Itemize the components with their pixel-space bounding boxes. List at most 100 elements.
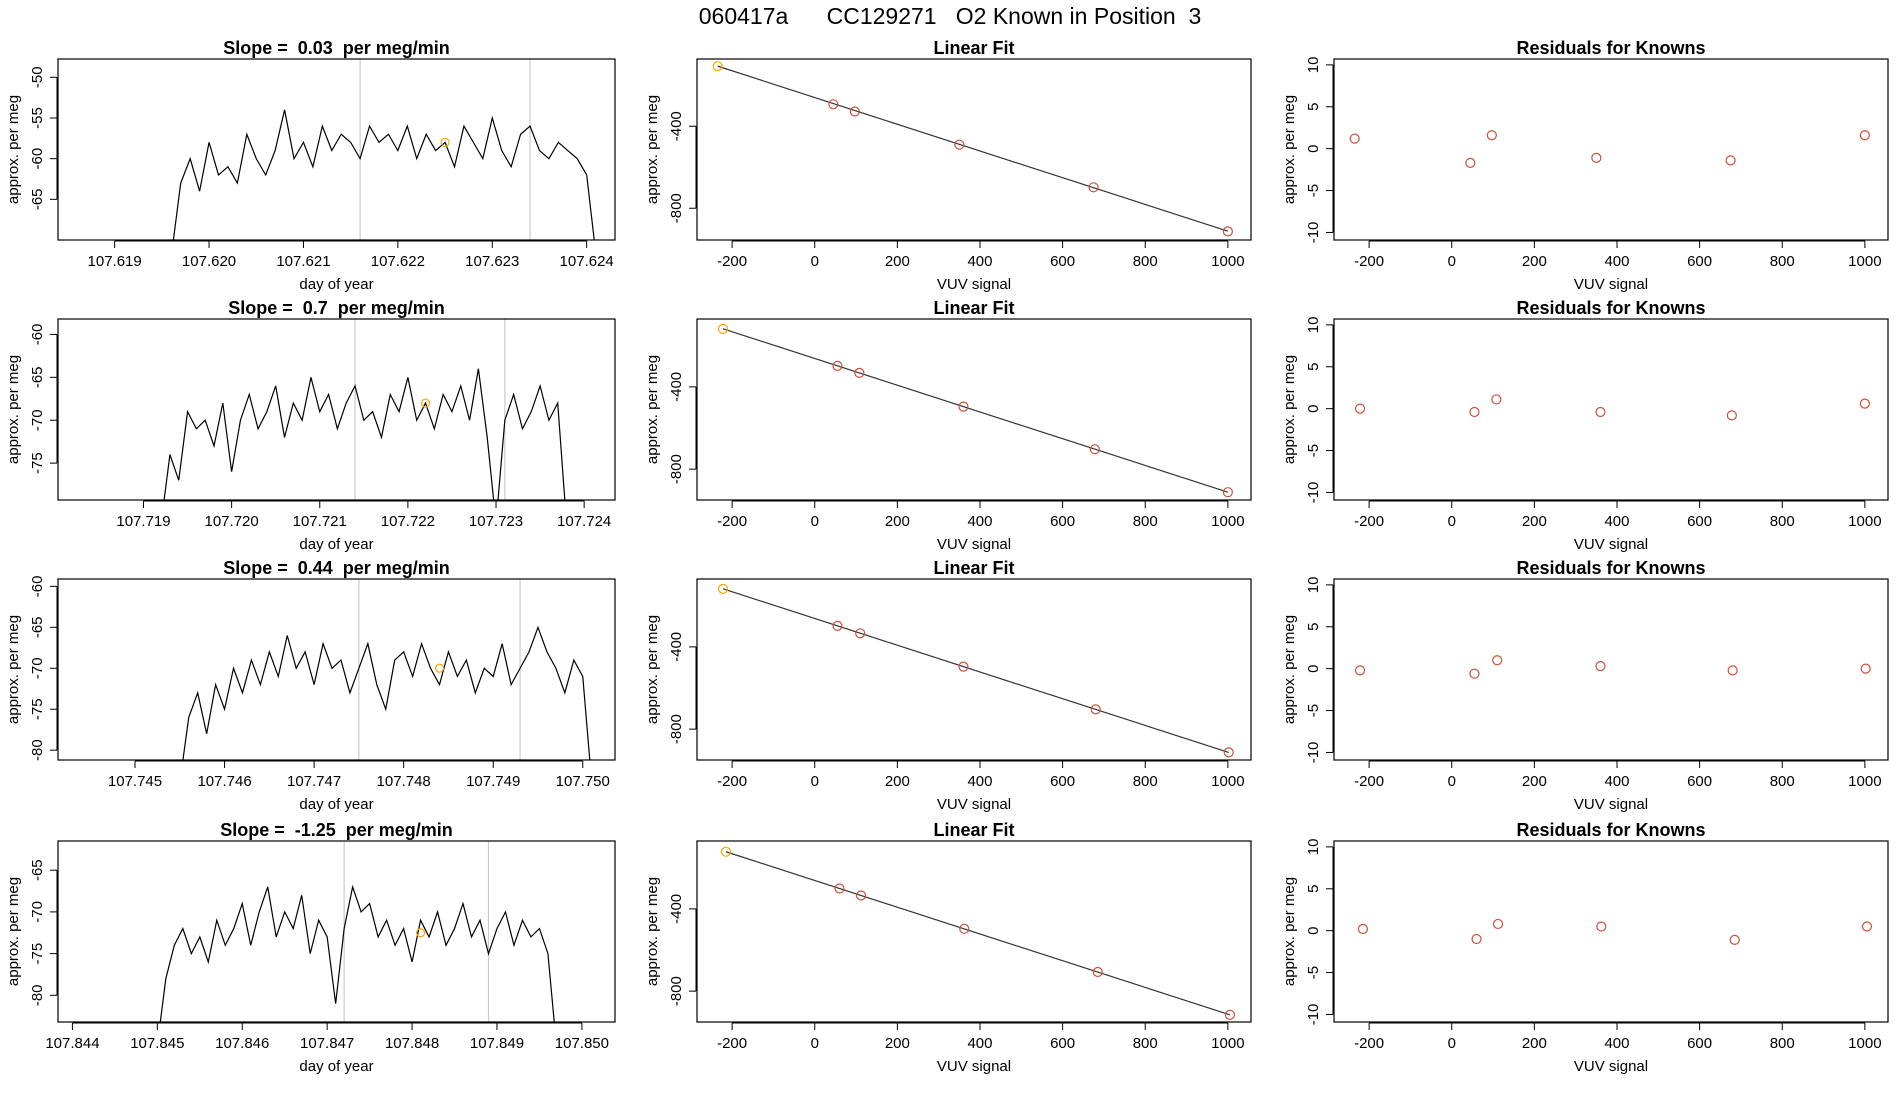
y-tick-label: 5 <box>1305 363 1322 371</box>
plot-frame <box>1333 318 1889 501</box>
point <box>1860 663 1871 674</box>
plot-frame <box>57 840 616 1023</box>
x-tick-label: 800 <box>1133 513 1158 530</box>
x-tick-label: 107.847 <box>300 1035 354 1052</box>
y-tick-label: -800 <box>668 714 685 744</box>
y-tick-label: 10 <box>1305 839 1322 856</box>
point <box>1090 704 1101 715</box>
point <box>1725 155 1736 166</box>
y-tick-label: -80 <box>29 739 46 761</box>
panel-title: Residuals for Knowns <box>1516 38 1705 58</box>
panel: Linear Fit VUV signal approx. per meg -200 0… <box>644 820 1252 1075</box>
x-axis-label: VUV signal <box>937 1058 1011 1075</box>
x-tick-label: 107.844 <box>45 1035 99 1052</box>
x-tick-label: 1000 <box>1848 253 1881 270</box>
y-tick-label: -65 <box>29 616 46 638</box>
panel: Residuals for Knowns VUV signal approx. pe… <box>1281 38 1889 293</box>
point <box>1596 921 1607 932</box>
point <box>1591 152 1602 163</box>
point <box>1492 655 1503 666</box>
point <box>954 139 965 150</box>
fit-line <box>722 328 1229 493</box>
x-tick-label: 107.620 <box>182 253 236 270</box>
y-tick-label: -60 <box>29 324 46 346</box>
plot-area <box>1354 394 1870 421</box>
x-tick-label: 107.621 <box>276 253 330 270</box>
x-tick-label: -200 <box>1354 513 1384 530</box>
data-line <box>172 109 595 240</box>
point <box>717 583 729 594</box>
x-tick-label: 0 <box>1448 1035 1456 1052</box>
x-tick-label: 400 <box>1604 253 1629 270</box>
y-tick-label: -10 <box>1305 1004 1322 1026</box>
point <box>1465 157 1476 169</box>
y-tick-label: -5 <box>1305 966 1322 979</box>
point <box>1595 661 1606 672</box>
point <box>1088 182 1099 193</box>
x-axis-label: VUV signal <box>937 276 1011 293</box>
x-tick-label: 800 <box>1133 253 1158 270</box>
data-line <box>182 625 591 760</box>
x-tick-label: 400 <box>967 773 992 790</box>
plot-frame <box>1333 578 1889 761</box>
point <box>1595 406 1606 418</box>
y-tick-label: -50 <box>29 66 46 88</box>
data-line <box>159 884 555 1022</box>
y-tick-label: -400 <box>668 111 685 141</box>
plot-frame <box>1333 58 1889 241</box>
point <box>855 890 867 901</box>
x-tick-label: -200 <box>1354 253 1384 270</box>
x-tick-label: -200 <box>1354 1035 1384 1052</box>
x-tick-label: 400 <box>967 513 992 530</box>
y-axis-label: approx. per meg <box>5 877 22 986</box>
x-tick-label: 1000 <box>1848 513 1881 530</box>
point <box>958 401 969 412</box>
y-tick-label: -400 <box>668 894 685 924</box>
panel: Slope = 0.7 per meg/min day of year approx… <box>5 298 616 553</box>
x-tick-label: 600 <box>1687 513 1712 530</box>
y-axis-label: approx. per meg <box>644 95 661 204</box>
x-tick-label: 200 <box>885 773 910 790</box>
panel-title: Linear Fit <box>933 298 1014 318</box>
highlight-point <box>434 663 445 673</box>
plot-frame <box>696 840 1252 1023</box>
x-tick-label: 400 <box>967 1035 992 1052</box>
plot-frame <box>57 58 616 241</box>
point <box>828 99 839 110</box>
plot-frame <box>1333 840 1889 1023</box>
y-axis-label: approx. per meg <box>5 355 22 464</box>
x-tick-label: 107.623 <box>465 253 519 270</box>
point <box>712 61 723 72</box>
x-axis-label: day of year <box>299 1058 373 1075</box>
point <box>854 367 865 378</box>
y-tick-label: 5 <box>1305 623 1322 631</box>
panel: Residuals for Knowns VUV signal approx. pe… <box>1281 298 1889 553</box>
y-tick-label: 0 <box>1305 404 1322 412</box>
y-tick-label: -10 <box>1305 482 1322 504</box>
plot-area <box>159 841 555 1022</box>
x-tick-label: 107.721 <box>293 513 347 530</box>
y-tick-label: -60 <box>29 148 46 170</box>
y-tick-label: 5 <box>1305 885 1322 893</box>
figure-title: 060417a CC129271 O2 Known in Position 3 <box>699 3 1202 29</box>
point <box>849 106 860 117</box>
y-tick-label: -65 <box>29 859 46 881</box>
x-tick-label: 800 <box>1770 513 1795 530</box>
x-tick-label: 107.749 <box>466 773 520 790</box>
x-tick-label: -200 <box>717 1035 747 1052</box>
x-tick-label: 107.723 <box>469 513 523 530</box>
x-axis-label: VUV signal <box>937 536 1011 553</box>
x-tick-label: 0 <box>811 513 819 530</box>
point <box>1349 133 1360 144</box>
x-tick-label: 200 <box>885 253 910 270</box>
x-axis-label: VUV signal <box>1574 796 1648 813</box>
x-tick-label: 1000 <box>1211 1035 1244 1052</box>
plot-area <box>720 846 1236 1020</box>
y-axis-label: approx. per meg <box>1281 877 1298 986</box>
x-axis-label: day of year <box>299 536 373 553</box>
x-tick-label: 107.849 <box>470 1035 524 1052</box>
y-axis-label: approx. per meg <box>644 877 661 986</box>
point <box>1092 966 1103 978</box>
point <box>855 628 866 639</box>
